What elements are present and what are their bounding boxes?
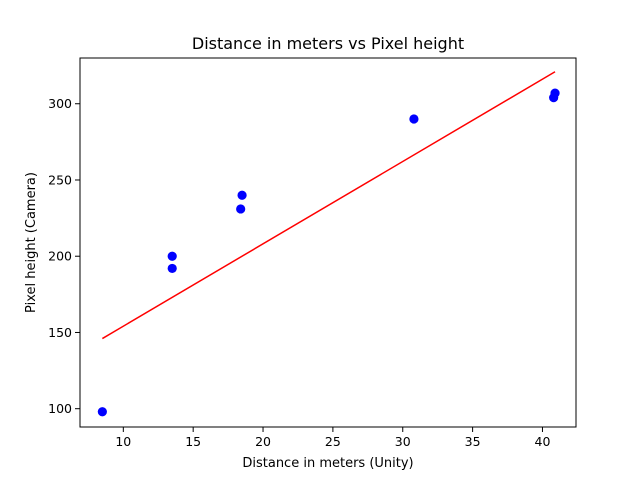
data-point bbox=[97, 407, 107, 417]
x-axis-label: Distance in meters (Unity) bbox=[242, 456, 413, 471]
x-tick-label: 10 bbox=[115, 434, 131, 449]
data-point bbox=[236, 204, 246, 214]
y-axis-label: Pixel height (Camera) bbox=[24, 172, 39, 313]
data-point bbox=[167, 263, 177, 274]
scatter-points bbox=[97, 88, 560, 417]
y-tick-label: 100 bbox=[48, 401, 72, 416]
y-tick-label: 250 bbox=[48, 172, 72, 187]
fit-line bbox=[101, 71, 556, 340]
x-tick-label: 30 bbox=[395, 434, 411, 449]
x-tick-label: 25 bbox=[325, 434, 341, 449]
data-point bbox=[550, 88, 560, 98]
x-axis-ticks: 10 15 20 25 30 35 40 bbox=[115, 427, 550, 449]
y-tick-label: 150 bbox=[48, 325, 72, 340]
x-tick-label: 20 bbox=[255, 434, 271, 449]
y-tick-label: 200 bbox=[48, 249, 72, 264]
data-point bbox=[409, 114, 419, 124]
y-tick-label: 300 bbox=[48, 96, 72, 111]
plot-area-frame bbox=[79, 57, 577, 428]
data-point bbox=[237, 190, 247, 200]
regression-lines bbox=[101, 71, 556, 340]
y-axis-ticks: 100 150 200 250 300 bbox=[48, 96, 80, 416]
x-tick-label: 35 bbox=[465, 434, 481, 449]
chart-title: Distance in meters vs Pixel height bbox=[192, 34, 464, 53]
data-point bbox=[167, 251, 177, 261]
x-tick-label: 40 bbox=[535, 434, 551, 449]
x-tick-label: 15 bbox=[185, 434, 201, 449]
